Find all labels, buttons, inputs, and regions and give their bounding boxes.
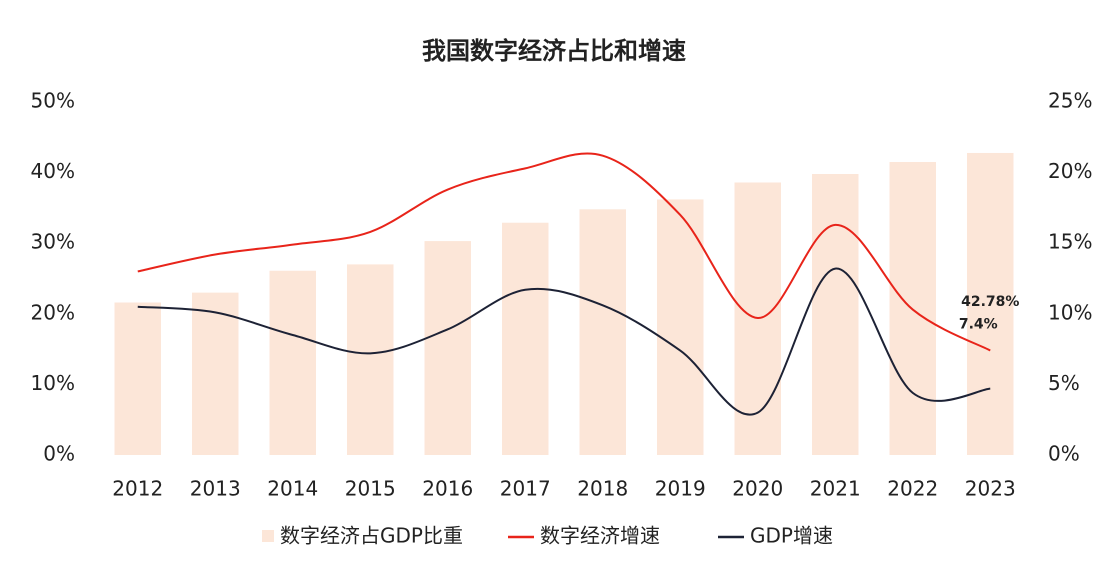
x-tick-label: 2012 <box>112 477 163 501</box>
bar <box>502 222 549 455</box>
line <box>137 152 991 352</box>
x-tick-label: 2019 <box>655 477 706 501</box>
x-tick-label: 2014 <box>267 477 318 501</box>
bar <box>579 209 626 455</box>
y-tick-label: 50% <box>31 89 75 113</box>
y2-tick-label: 20% <box>1048 159 1092 183</box>
y2-tick-label: 15% <box>1048 230 1092 254</box>
y2-tick-label: 0% <box>1048 442 1080 466</box>
x-tick-label: 2013 <box>190 477 241 501</box>
bar <box>812 174 859 455</box>
chart-title: 我国数字经济占比和增速 <box>422 37 686 65</box>
x-tick-label: 2018 <box>577 477 628 501</box>
bar <box>967 152 1014 455</box>
x-tick-label: 2016 <box>422 477 473 501</box>
x-tick-label: 2015 <box>345 477 396 501</box>
x-tick-label: 2021 <box>810 477 861 501</box>
bar <box>424 241 471 455</box>
y-tick-label: 10% <box>31 371 75 395</box>
data-label: 42.78% <box>961 294 1019 310</box>
x-tick-label: 2022 <box>887 477 938 501</box>
line <box>137 267 991 416</box>
bar <box>114 302 161 455</box>
data-label: 7.4% <box>959 317 998 333</box>
y2-tick-label: 25% <box>1048 89 1092 113</box>
legend-label: GDP增速 <box>750 524 833 548</box>
legend-label: 数字经济增速 <box>540 524 660 548</box>
y-tick-label: 40% <box>31 159 75 183</box>
bar <box>657 199 704 455</box>
x-tick-label: 2017 <box>500 477 551 501</box>
x-tick-label: 2020 <box>732 477 783 501</box>
legend-swatch <box>262 530 274 542</box>
y-tick-label: 30% <box>31 230 75 254</box>
legend-label: 数字经济占GDP比重 <box>280 524 463 548</box>
bar <box>347 264 394 455</box>
bar <box>192 292 239 455</box>
y2-tick-label: 10% <box>1048 300 1092 324</box>
y-tick-label: 20% <box>31 300 75 324</box>
bar <box>269 270 316 455</box>
y-tick-label: 0% <box>43 442 75 466</box>
x-tick-label: 2023 <box>965 477 1016 501</box>
y2-tick-label: 5% <box>1048 371 1080 395</box>
